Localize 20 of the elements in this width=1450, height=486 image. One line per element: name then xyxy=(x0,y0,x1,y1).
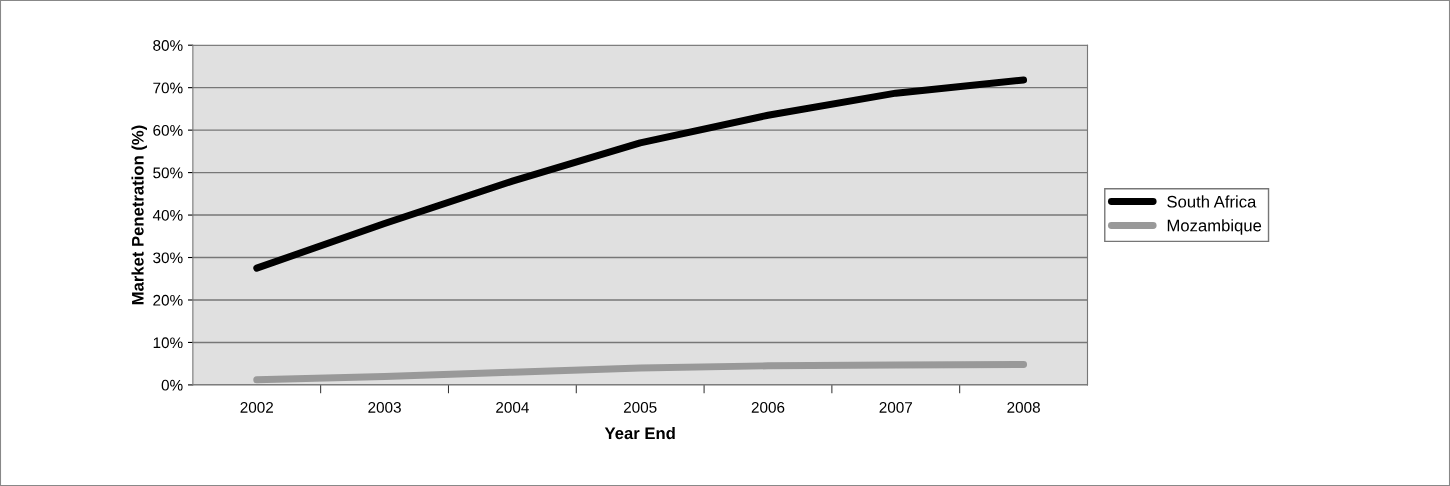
x-tick-label: 2008 xyxy=(1007,401,1040,413)
y-axis-title: Market Penetration (%) xyxy=(131,125,147,305)
x-axis-title: Year End xyxy=(604,426,675,440)
y-tick-label: 0% xyxy=(161,379,183,391)
y-tick-label: 80% xyxy=(153,40,183,51)
x-tick-label: 2006 xyxy=(751,401,785,413)
y-tick-label: 30% xyxy=(153,252,183,264)
x-tick-label: 2002 xyxy=(240,401,273,413)
x-tick-label: 2004 xyxy=(496,401,529,413)
y-tick-label: 70% xyxy=(153,82,183,94)
y-tick-label: 10% xyxy=(153,337,183,349)
legend-label: South Africa xyxy=(1167,195,1257,208)
x-tick-label: 2007 xyxy=(879,401,913,413)
x-tick-label: 2005 xyxy=(623,401,657,413)
legend-label: Mozambique xyxy=(1167,219,1262,235)
y-tick-label: 40% xyxy=(152,209,183,221)
y-tick-label: 50% xyxy=(153,167,183,179)
y-tick-label: 20% xyxy=(153,294,183,306)
y-tick-label: 60% xyxy=(153,124,183,136)
x-tick-label: 2003 xyxy=(368,401,401,413)
